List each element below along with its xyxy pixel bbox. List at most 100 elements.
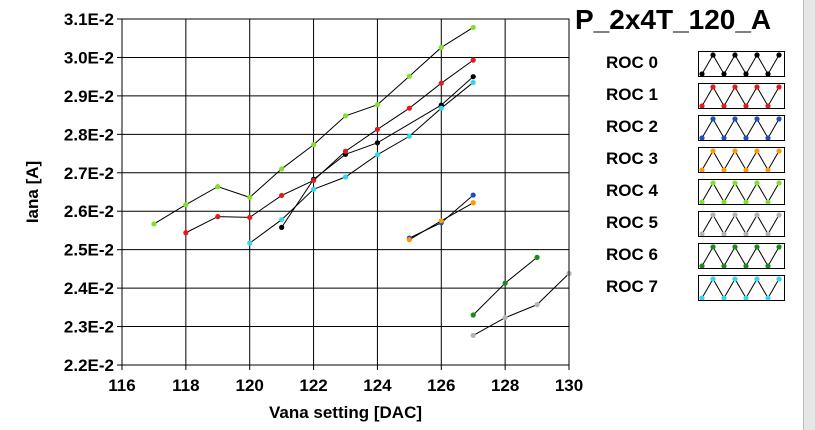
y-tick-label: 2.2E-2	[64, 356, 114, 375]
legend-marker	[710, 212, 716, 218]
legend-line	[701, 54, 780, 75]
legend-item-roc-1: ROC 1	[593, 82, 793, 109]
data-point	[374, 126, 381, 132]
data-point	[470, 74, 476, 80]
series-roc-7	[247, 79, 476, 246]
legend-item-roc-3: ROC 3	[593, 146, 793, 173]
data-point	[406, 73, 412, 79]
legend-swatch	[698, 115, 785, 141]
legend-marker	[721, 103, 727, 108]
legend-marker	[721, 263, 727, 268]
legend-label: ROC 0	[606, 53, 658, 72]
series-line	[472, 273, 570, 336]
legend-marker	[776, 116, 782, 122]
legend-item-roc-0: ROC 0	[593, 50, 793, 77]
legend-marker	[754, 276, 760, 282]
legend-item-roc-5: ROC 5	[593, 210, 793, 237]
data-point	[151, 221, 157, 227]
legend-marker	[732, 180, 738, 186]
legend-marker	[765, 295, 771, 300]
x-axis-title: Vana setting [DAC]	[269, 403, 422, 422]
legend-marker	[743, 135, 749, 140]
legend-marker	[765, 71, 771, 76]
x-tick-label: 126	[427, 376, 455, 395]
data-point	[406, 105, 412, 111]
legend-item-roc-4: ROC 4	[593, 178, 793, 205]
data-point	[279, 192, 285, 199]
legend-label: ROC 5	[606, 213, 658, 232]
series-roc-3	[406, 200, 476, 243]
data-point	[215, 184, 221, 190]
legend-marker	[765, 263, 771, 268]
legend-swatch	[698, 243, 785, 269]
legend-line	[701, 278, 780, 299]
data-point	[310, 142, 317, 148]
legend-marker	[699, 263, 705, 268]
legend-marker	[765, 135, 771, 140]
legend-line	[701, 86, 780, 107]
data-point	[470, 332, 476, 338]
x-tick-label: 118	[172, 376, 199, 395]
legend-swatch	[698, 51, 785, 77]
data-point	[279, 217, 285, 223]
data-point	[534, 302, 540, 308]
legend-marker	[776, 52, 782, 58]
legend-line	[701, 118, 780, 139]
series-roc-6	[470, 254, 540, 318]
data-point	[247, 214, 253, 220]
legend-marker	[699, 167, 705, 172]
legend-swatch	[698, 211, 785, 237]
legend-marker	[732, 116, 738, 122]
y-tick-label: 2.7E-2	[64, 164, 114, 183]
x-tick-label: 116	[108, 376, 135, 395]
data-point	[534, 254, 540, 260]
legend-item-roc-6: ROC 6	[593, 242, 793, 269]
legend-marker	[765, 199, 771, 204]
legend-label: ROC 6	[606, 245, 658, 264]
legend-marker	[721, 71, 727, 76]
y-tick-label: 2.3E-2	[64, 318, 114, 337]
legend-marker	[754, 148, 760, 154]
legend-marker	[754, 212, 760, 218]
data-point	[470, 79, 476, 86]
data-point	[215, 214, 221, 220]
legend-marker	[743, 231, 749, 236]
legend-marker	[710, 148, 716, 154]
y-axis-title: Iana [A]	[23, 161, 42, 223]
y-tick-label: 2.8E-2	[64, 125, 114, 144]
plot-frame	[121, 18, 570, 366]
legend-marker	[776, 212, 782, 218]
legend-marker	[699, 135, 705, 140]
data-point	[247, 240, 253, 246]
data-point	[438, 105, 444, 111]
legend-marker	[776, 84, 782, 90]
legend-marker	[710, 244, 716, 250]
data-point	[470, 312, 476, 318]
x-tick-label: 128	[491, 376, 519, 395]
series-roc-5	[470, 270, 572, 338]
y-tick-label: 2.9E-2	[64, 87, 114, 106]
legend-marker	[710, 84, 716, 90]
vertical-scrollbar[interactable]	[803, 0, 815, 430]
y-tick-label: 2.5E-2	[64, 241, 114, 260]
legend-marker	[754, 52, 760, 58]
legend-marker	[732, 244, 738, 250]
legend-marker	[699, 231, 705, 236]
legend-marker	[699, 295, 705, 300]
data-point	[183, 230, 189, 236]
data-point	[310, 186, 317, 192]
data-point	[247, 194, 253, 200]
legend-marker	[710, 52, 716, 58]
legend-label: ROC 7	[606, 277, 658, 296]
legend-marker	[721, 135, 727, 140]
legend-marker	[765, 231, 771, 236]
legend-swatch	[698, 147, 785, 173]
legend-marker	[721, 295, 727, 300]
data-point	[470, 57, 476, 63]
legend-marker	[776, 148, 782, 154]
legend-marker	[765, 103, 771, 108]
legend-label: ROC 2	[606, 117, 658, 136]
y-tick-label: 3.0E-2	[64, 48, 114, 67]
data-point	[470, 192, 476, 198]
data-point	[406, 237, 412, 243]
